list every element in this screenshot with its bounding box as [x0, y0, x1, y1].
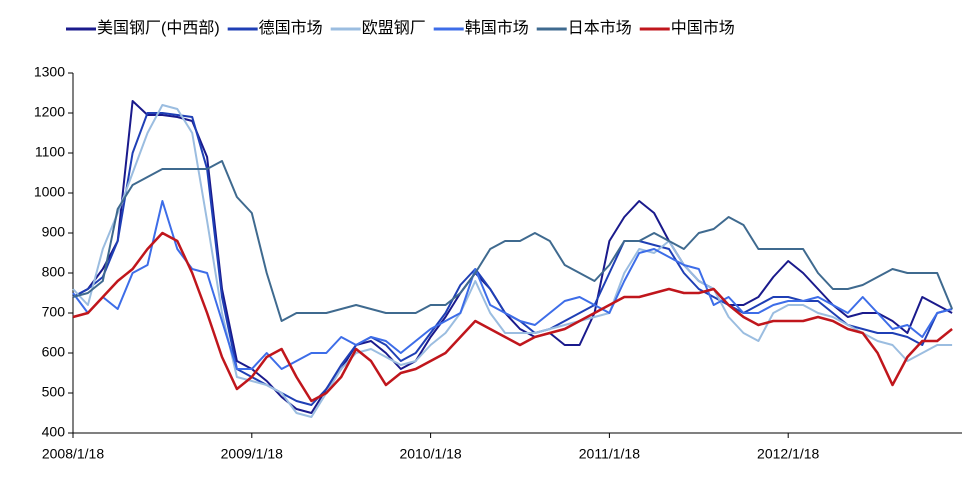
x-tick-label: 2008/1/18	[42, 446, 104, 462]
series-line	[72, 231, 953, 403]
y-tick-label: 400	[42, 424, 66, 440]
y-tick-label: 700	[42, 304, 66, 320]
series-line	[72, 112, 953, 406]
series-line	[72, 100, 953, 414]
legend-label: 欧盟钢厂	[362, 19, 426, 37]
x-tick-label: 2009/1/18	[221, 446, 283, 462]
x-tick-label: 2010/1/18	[399, 446, 461, 462]
legend-label: 美国钢厂(中西部)	[97, 19, 220, 37]
legend-label: 日本市场	[568, 19, 632, 37]
y-tick-label: 800	[42, 264, 66, 280]
y-tick-label: 1100	[35, 144, 65, 160]
y-tick-label: 900	[42, 224, 66, 240]
y-tick-label: 500	[42, 384, 66, 400]
legend-label: 中国市场	[671, 19, 735, 37]
legend-label: 韩国市场	[465, 19, 529, 37]
series-line	[72, 160, 954, 322]
y-tick-label: 600	[42, 344, 66, 360]
series-line	[72, 200, 953, 370]
legend-label: 德国市场	[259, 19, 323, 37]
x-tick-label: 2011/1/18	[579, 446, 640, 462]
x-tick-label: 2012/1/18	[757, 446, 819, 462]
y-tick-label: 1200	[34, 104, 65, 120]
y-tick-label: 1000	[34, 184, 65, 200]
series-line	[72, 104, 953, 418]
y-tick-label: 1300	[34, 64, 65, 80]
